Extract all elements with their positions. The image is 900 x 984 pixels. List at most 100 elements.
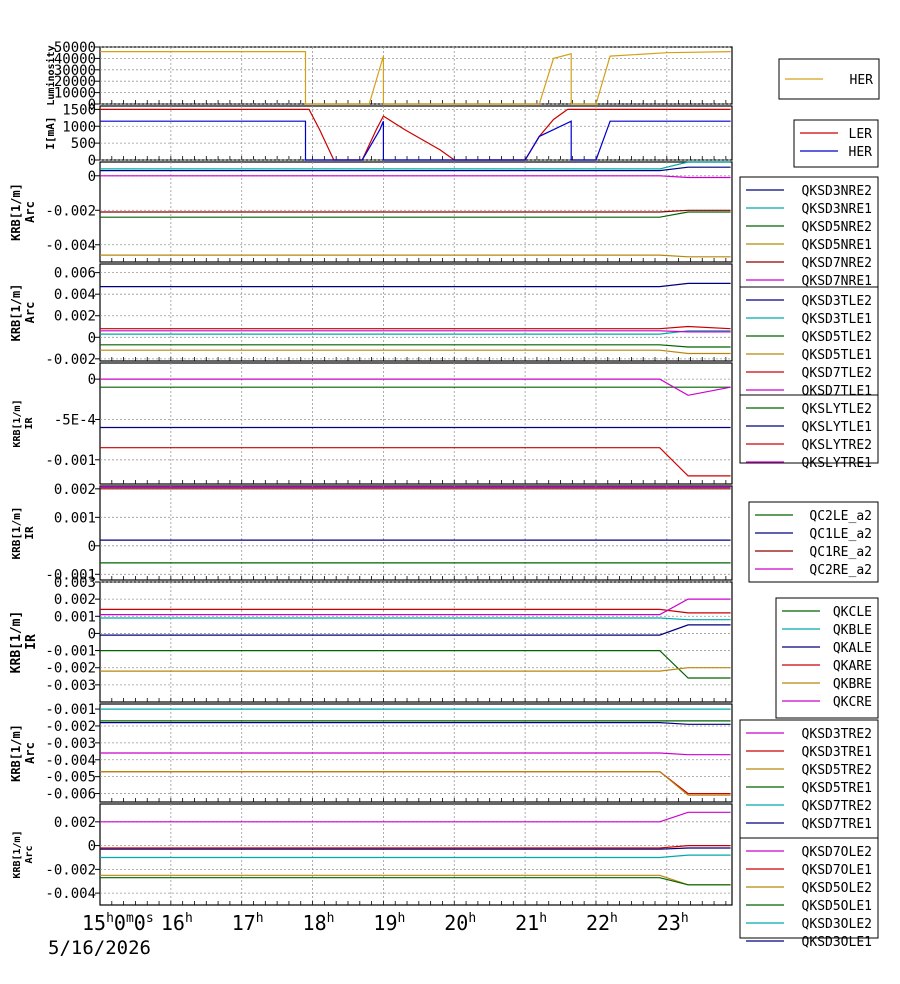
legend-entry: QKCLE	[833, 605, 872, 620]
legend-entry: QKSD5TRE1	[802, 781, 872, 796]
legend-entry: LER	[849, 127, 873, 142]
legend: HER	[778, 58, 880, 100]
series-line-QKSD3TLE2	[100, 282, 731, 288]
panel-4: 0.006 0.004 0.002 0 -0.002 KRB[1/m]Arc QKSD3TL…	[9, 263, 879, 399]
y-tick-label: 0.001	[54, 609, 96, 625]
x-tick-unit: h	[185, 911, 193, 926]
plot-frame	[99, 803, 733, 906]
y-tick-label: -0.002	[45, 661, 96, 677]
y-tick-label: -0.002	[45, 352, 96, 368]
y-tick-label: 0	[88, 839, 96, 855]
legend-entry: QKSD7TLE2	[802, 366, 872, 381]
series-line-QKBRE	[100, 667, 731, 672]
y-tick-label: 10000	[54, 86, 96, 102]
legend: QKSLYTLE2 QKSLYTLE1 QKSLYTRE2 QKSLYTRE1	[739, 394, 879, 471]
legend-entry: QKSLYTLE2	[802, 402, 872, 417]
series-line-QKSD3TLE1	[100, 330, 731, 335]
x-tick-digit: 20	[444, 911, 468, 935]
y-tick-label: 0	[88, 626, 96, 642]
y-tick-label: -0.002	[45, 862, 96, 878]
panel-6: 0.002 0.001 0 -0.001 KRB[1/m]IR QC2LE_a2 QC1LE…	[10, 482, 879, 583]
legend-box	[739, 719, 879, 839]
y-axis-label-line: KRB[1/m]	[9, 284, 23, 342]
series-line-QKSD3TRE2	[100, 752, 731, 756]
series-line-QKSD5TLE2	[100, 344, 731, 348]
legend-entry: QKSD5TLE1	[802, 348, 872, 363]
y-tick-label: 40000	[54, 51, 96, 67]
legend-entry: QKSD7OLE2	[802, 845, 872, 860]
series-line-HER	[100, 50, 731, 105]
legend-entry: QKSD7NRE1	[802, 274, 872, 289]
series-line-QKSD3OLE2	[100, 854, 731, 859]
y-axis-label: KRB[1/m]Arc	[9, 183, 37, 241]
series-line-QKSD5OLE1	[100, 877, 731, 886]
y-tick-label: 0	[88, 153, 96, 169]
legend-box	[739, 394, 879, 464]
legend-entry: QKALE	[833, 641, 872, 656]
x-tick-unit: h	[539, 911, 547, 926]
series-line-QKSD5TRE2	[100, 770, 731, 796]
legend-box	[739, 176, 879, 298]
x-tick-unit: h	[398, 911, 406, 926]
x-tick-unit: s	[146, 911, 154, 926]
y-tick-label: 0.003	[54, 575, 96, 591]
y-tick-label: -0.006	[45, 787, 96, 803]
y-axis-label-line: Arc	[23, 302, 37, 324]
series-line-QKCRE	[100, 598, 731, 616]
y-axis-label: Luminosity	[45, 45, 57, 105]
y-axis-label-line: KRB[1/m]	[9, 611, 24, 674]
legend-entry: QKARE	[833, 659, 872, 674]
y-tick-label: 20000	[54, 74, 96, 90]
x-tick-unit: h	[681, 911, 689, 926]
y-axis-label: I[mA]	[44, 116, 57, 149]
series-line-QKSD7OLE1	[100, 844, 731, 849]
y-tick-label: 0	[88, 330, 96, 346]
series-line-HER	[100, 120, 731, 161]
y-tick-label: 0.004	[54, 287, 96, 303]
y-tick-label: 0.006	[54, 266, 96, 282]
legend: QKSD7OLE2 QKSD7OLE1 QKSD5OLE2 QKSD5OLE1 QKSD…	[739, 837, 879, 950]
series-line-QKSD3NRE2	[100, 166, 731, 172]
legend: QC2LE_a2 QC1LE_a2 QC1RE_a2 QC2RE_a2	[748, 501, 879, 583]
x-tick-label: 18h​	[303, 911, 335, 935]
legend-entry: QC2RE_a2	[809, 563, 872, 578]
legend-entry: QKSLYTRE2	[802, 438, 872, 453]
y-axis-label: KRB[1/m]IR	[10, 507, 36, 560]
legend-entry: QC1LE_a2	[809, 527, 872, 542]
legend-entry: QKBRE	[833, 677, 872, 692]
series-line-QKSD5TLE1	[100, 349, 731, 355]
x-tick-label: 23h​	[657, 911, 689, 935]
panel-8: -0.001-0.002-0.003-0.004-0.005-0.006 KRB[…	[9, 702, 879, 839]
y-axis-label: KRB[1/m]Arc	[12, 830, 35, 878]
x-tick-digit: 22	[586, 911, 610, 935]
y-axis-label-line: Luminosity	[45, 45, 57, 105]
plot-frame	[99, 485, 733, 581]
y-tick-label: -5E-4	[54, 412, 96, 428]
legend-entry: HER	[850, 73, 874, 88]
x-tick-label: 16h​	[161, 911, 193, 935]
legend-box	[739, 837, 879, 939]
legend-entry: QKSD5OLE2	[802, 881, 872, 896]
x-tick-unit: m	[126, 911, 134, 926]
x-tick-digit: 21	[515, 911, 539, 935]
series-line-QKSD7TLE2	[100, 325, 731, 330]
plot-frame	[99, 46, 733, 105]
legend-entry: QKSD5TLE2	[802, 330, 872, 345]
legend-entry: QKSD3NRE2	[802, 184, 872, 199]
y-tick-label: 0	[88, 97, 96, 113]
y-axis-label-line: KRB[1/m]	[9, 183, 23, 241]
y-tick-label: -0.001	[45, 644, 96, 660]
x-tick-label: 19h​	[373, 911, 405, 935]
plot-frame	[99, 105, 733, 161]
y-tick-label: 30000	[54, 63, 96, 79]
panel-5: 0 -5E-4 -0.001 KRB[1/m]IR QKSLYTLE2 QKSLYTLE1…	[12, 362, 879, 485]
plot-frame	[99, 581, 733, 703]
legend-entry: QKSLYTLE1	[802, 420, 872, 435]
y-axis-label: KRB[1/m]IR	[12, 399, 35, 447]
y-tick-label: -0.003	[45, 678, 96, 694]
series-line-QKALE	[100, 624, 731, 636]
series-line-QKSD3OLE1	[100, 847, 731, 850]
